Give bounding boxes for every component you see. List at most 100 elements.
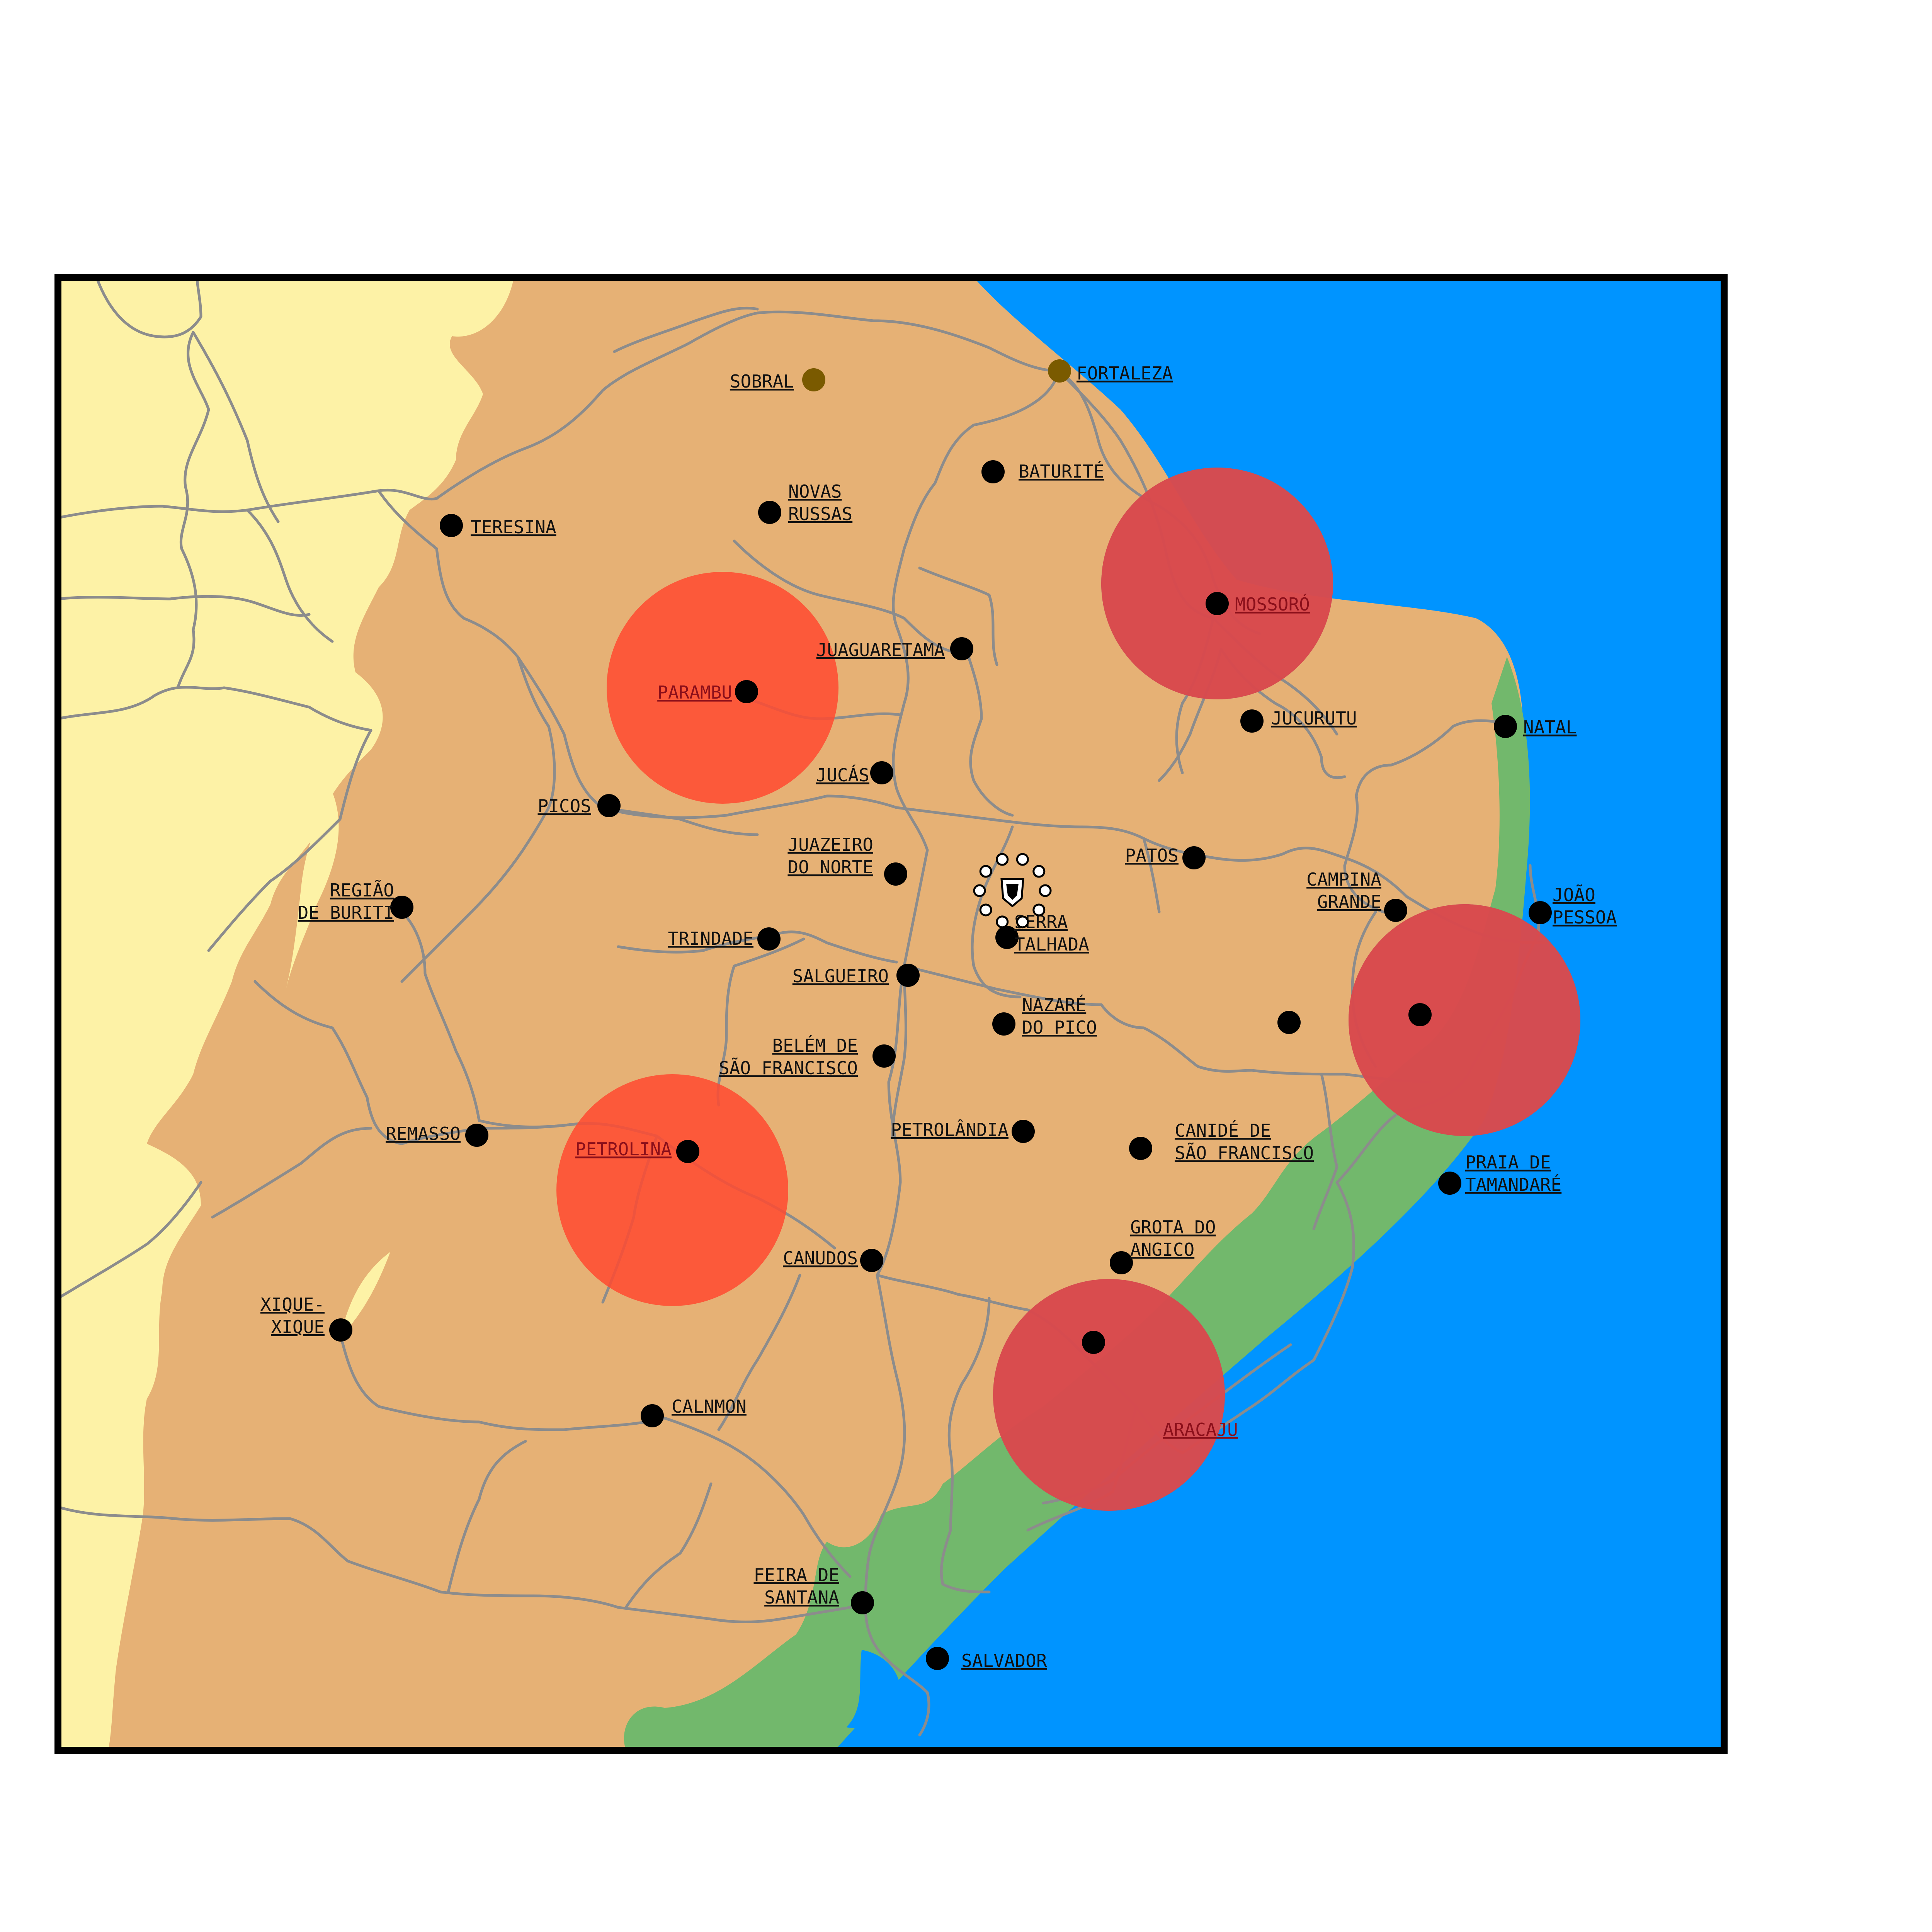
city-trindade[interactable]: TRINDADE <box>668 927 781 951</box>
city-sobral[interactable]: SOBRAL <box>730 368 825 392</box>
city-marker-icon[interactable] <box>1110 1251 1133 1274</box>
road <box>435 310 1060 500</box>
city-picos[interactable]: PICOS <box>538 794 621 817</box>
city-marker-icon[interactable] <box>735 680 758 703</box>
city-label: NOVAS <box>788 481 842 502</box>
city-marker-icon[interactable] <box>1129 1137 1152 1160</box>
city-jucurutu[interactable]: JUCURUTU <box>1240 708 1357 733</box>
city-marker-icon[interactable] <box>757 927 781 951</box>
city-petrolandia[interactable]: PETROLÂNDIA <box>891 1119 1035 1143</box>
city-marker-icon[interactable] <box>851 1591 874 1614</box>
road <box>947 1297 991 1532</box>
city-marker-icon[interactable] <box>1082 1331 1105 1354</box>
road <box>864 1606 930 1736</box>
city-label: NAZARÉ <box>1022 995 1086 1015</box>
road <box>192 331 280 523</box>
city-marker-icon[interactable] <box>1384 899 1407 922</box>
city-salvador[interactable]: SALVADOR <box>926 1647 1047 1671</box>
parambu-zone <box>607 572 838 804</box>
city-unnamed-1[interactable] <box>1277 1011 1301 1034</box>
city-fortaleza[interactable]: FORTALEZA <box>1048 359 1173 384</box>
city-label: SANTANA <box>764 1587 839 1608</box>
city-marker-icon[interactable] <box>440 514 463 537</box>
city-marker-icon[interactable] <box>1240 709 1264 733</box>
city-calnmon[interactable]: CALNMON <box>641 1396 747 1427</box>
crest-star-icon <box>1032 865 1046 878</box>
city-marker-icon[interactable] <box>329 1318 352 1342</box>
city-label: SOBRAL <box>730 371 794 392</box>
city-remasso[interactable]: REMASSO <box>386 1123 488 1147</box>
crest-star-icon <box>996 915 1009 929</box>
west-area <box>58 277 514 1750</box>
city-label: DO PICO <box>1022 1017 1097 1038</box>
city-jucas[interactable]: JUCÁS <box>816 761 893 786</box>
road <box>1529 864 1540 937</box>
city-marker-icon[interactable] <box>1048 359 1071 383</box>
city-petrolina[interactable]: PETROLINA <box>575 1139 699 1163</box>
city-label: JOÃO <box>1553 884 1595 905</box>
city-marker-icon[interactable] <box>995 926 1019 949</box>
city-marker-icon[interactable] <box>1182 846 1206 869</box>
city-marker-icon[interactable] <box>676 1140 699 1163</box>
city-marker-icon[interactable] <box>1529 901 1552 924</box>
city-patos[interactable]: PATOS <box>1125 845 1206 869</box>
city-marker-icon[interactable] <box>465 1124 488 1147</box>
road <box>964 648 1014 817</box>
road <box>1312 1073 1338 1230</box>
city-label: XIQUE <box>271 1316 325 1337</box>
city-unnamed-2[interactable] <box>1408 1003 1432 1026</box>
city-mossoro[interactable]: MOSSORÓ <box>1206 592 1310 615</box>
city-marker-icon[interactable] <box>870 761 893 784</box>
city-marker-icon[interactable] <box>1012 1120 1035 1143</box>
city-marker-icon[interactable] <box>1408 1003 1432 1026</box>
city-marker-icon[interactable] <box>758 501 781 524</box>
city-label: REMASSO <box>386 1123 461 1144</box>
city-baturite[interactable]: BATURITÉ <box>981 460 1104 483</box>
city-marker-icon[interactable] <box>992 1012 1015 1036</box>
city-label: TRINDADE <box>668 928 753 949</box>
city-marker-icon[interactable] <box>1494 715 1517 738</box>
west-patch <box>286 792 339 989</box>
city-marker-icon[interactable] <box>872 1044 896 1068</box>
city-teresina[interactable]: TERESINA <box>440 514 556 537</box>
road <box>1389 719 1516 767</box>
city-label: BATURITÉ <box>1019 461 1104 482</box>
city-marker-icon[interactable] <box>981 460 1005 483</box>
city-canudos[interactable]: CANUDOS <box>783 1248 883 1272</box>
city-marker-icon[interactable] <box>390 896 413 919</box>
city-marker-icon[interactable] <box>1438 1172 1461 1195</box>
city-unnamed-3[interactable] <box>1082 1331 1105 1354</box>
city-salgueiro[interactable]: SALGUEIRO <box>793 964 920 987</box>
city-juaguaretama[interactable]: JUAGUARETAMA <box>816 637 973 660</box>
city-aracaju[interactable]: ARACAJU <box>1163 1419 1238 1440</box>
crest-star-icon <box>1039 884 1052 897</box>
city-marker-icon[interactable] <box>884 862 907 886</box>
city-marker-icon[interactable] <box>950 637 973 660</box>
crest-star-icon <box>1032 903 1046 917</box>
road <box>601 794 1145 840</box>
city-marker-icon[interactable] <box>802 368 825 391</box>
city-xique-xique[interactable]: XIQUE-XIQUE <box>260 1294 352 1342</box>
city-marker-icon[interactable] <box>926 1647 949 1670</box>
city-marker-icon[interactable] <box>597 794 621 817</box>
city-marker-icon[interactable] <box>1277 1011 1301 1034</box>
city-natal[interactable]: NATAL <box>1494 715 1577 738</box>
city-parambu[interactable]: PARAMBU <box>657 680 758 703</box>
city-marker-icon[interactable] <box>1206 592 1229 615</box>
city-marker-icon[interactable] <box>896 964 920 987</box>
city-marker-icon[interactable] <box>641 1404 664 1427</box>
city-label: PRAIA DE <box>1465 1152 1551 1173</box>
city-marker-icon[interactable] <box>860 1249 883 1272</box>
road <box>253 980 403 1145</box>
